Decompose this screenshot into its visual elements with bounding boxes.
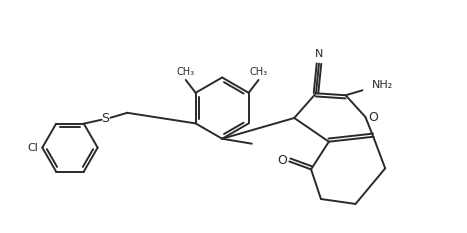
Text: O: O (368, 111, 378, 124)
Text: NH₂: NH₂ (372, 80, 394, 90)
Text: O: O (277, 154, 287, 167)
Text: N: N (315, 49, 323, 59)
Text: CH₃: CH₃ (177, 67, 195, 77)
Text: S: S (101, 112, 110, 125)
Text: Cl: Cl (28, 143, 38, 153)
Text: CH₃: CH₃ (249, 67, 268, 77)
